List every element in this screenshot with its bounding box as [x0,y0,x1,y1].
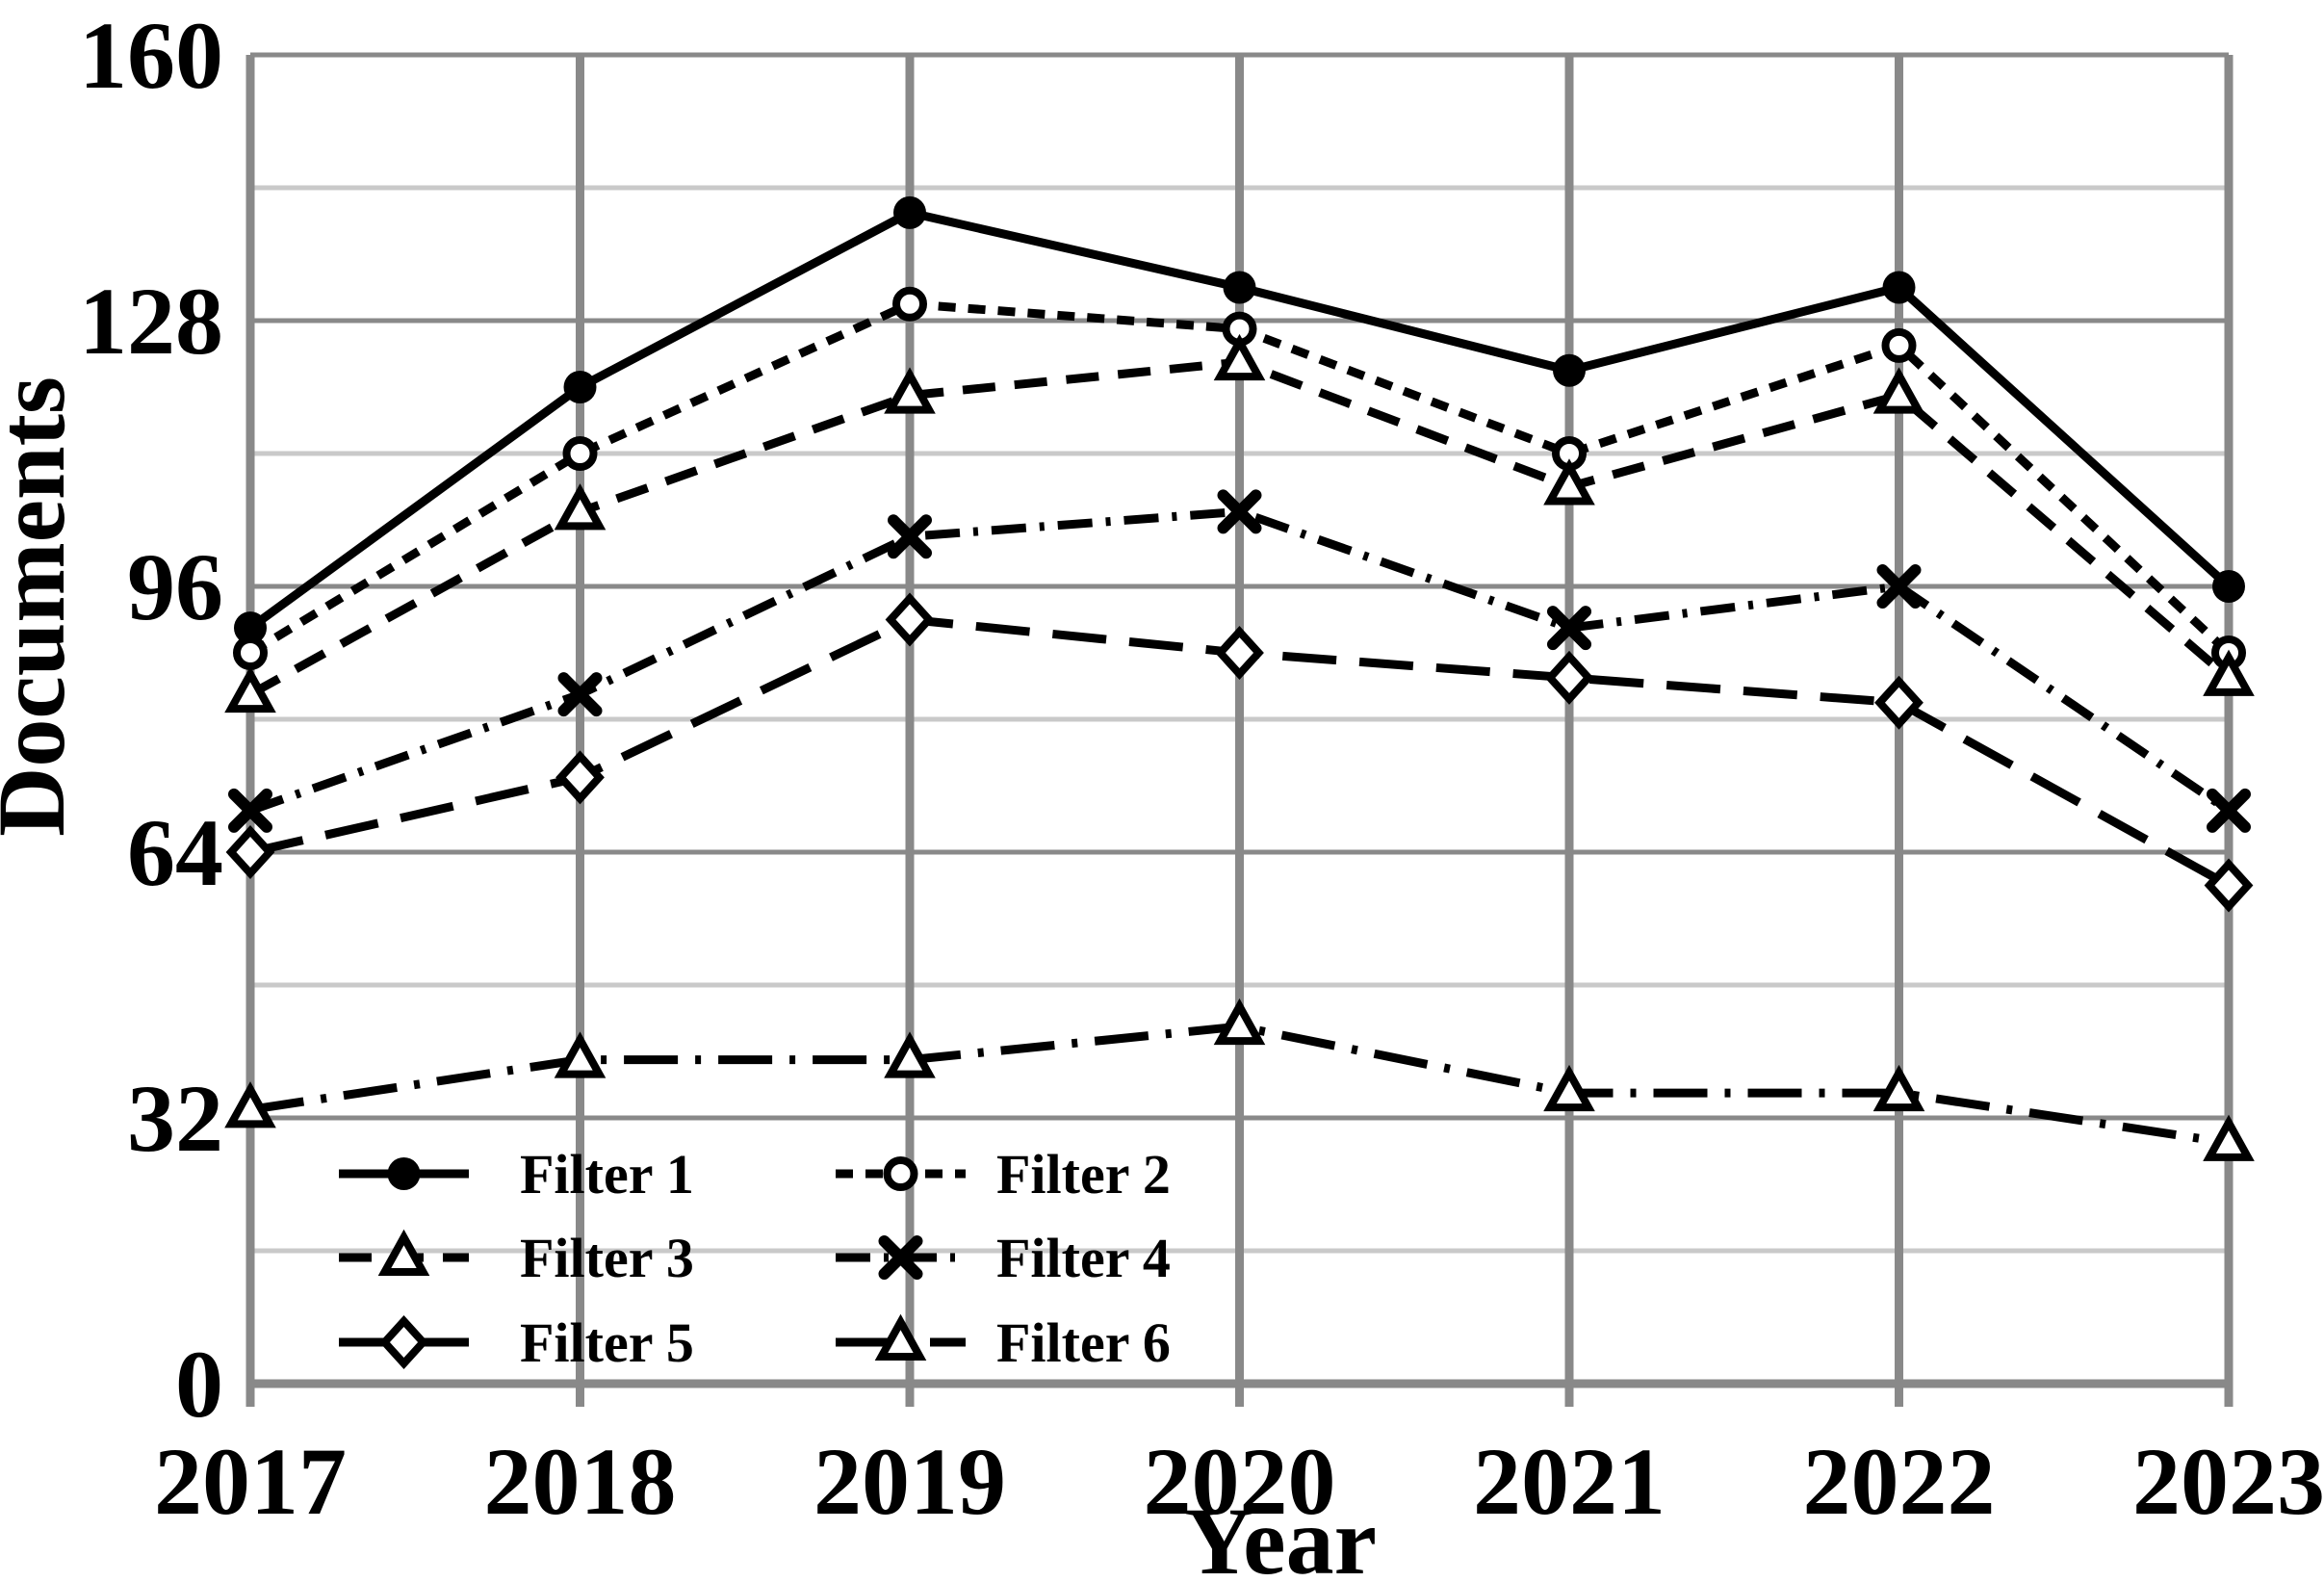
data-point-filter-4-2022 [1876,564,1922,609]
data-point-filter-4-2023 [2207,788,2251,833]
x-tick-label-2017: 2017 [154,1428,347,1535]
data-point-filter-2-2018 [562,436,598,471]
y-tick-label-32: 32 [127,1065,223,1172]
x-axis-title: Year [1184,1488,1377,1582]
series-filter-4 [228,489,2251,833]
data-point-filter-3-2022 [1872,367,1925,414]
legend-marker-1 [387,1157,421,1190]
data-point-filter-1-2018 [563,371,597,403]
data-point-filter-6-2018 [554,1031,607,1078]
series-filter-6 [224,998,2255,1161]
y-tick-label-128: 128 [79,268,223,375]
series-filter-3 [224,333,2255,713]
data-point-filter-1-2019 [893,195,926,229]
data-point-filter-4-2019 [888,514,932,559]
y-tick-label-96: 96 [127,533,223,640]
x-tick-label-2018: 2018 [484,1428,677,1535]
data-point-filter-5-2020 [1215,626,1264,680]
data-point-filter-5-2019 [885,592,935,647]
data-point-filter-6-2019 [884,1031,936,1078]
legend-entry-filter-5: Filter 5 [339,1311,694,1374]
data-point-filter-6-2017 [224,1081,276,1128]
legend-label: Filter 5 [520,1311,694,1374]
legend-marker-4 [878,1235,923,1280]
data-point-filter-3-2018 [554,483,607,531]
legend-marker-6 [874,1313,927,1361]
y-axis-title: Documents [0,376,85,837]
data-point-filter-1-2020 [1223,271,1256,304]
grid-layer [245,52,2234,1407]
data-point-filter-4-2017 [228,788,272,833]
data-point-filter-3-2021 [1543,458,1595,506]
series-filter-1 [234,195,2245,645]
data-point-filter-6-2021 [1543,1064,1595,1112]
data-point-filter-5-2018 [555,750,605,805]
legend-entry-filter-3: Filter 3 [339,1227,694,1289]
data-point-filter-3-2023 [2203,649,2255,696]
data-point-filter-2-2017 [233,635,268,670]
legend-entry-filter-4: Filter 4 [836,1227,1171,1289]
x-tick-label-2019: 2019 [813,1428,1006,1535]
x-tick-label-2021: 2021 [1473,1428,1666,1535]
x-tick-label-2020: 2020 [1144,1428,1336,1535]
data-point-filter-5-2023 [2204,858,2254,913]
legend-label: Filter 6 [996,1311,1171,1374]
data-point-filter-2-2019 [892,286,927,322]
legend-entry-filter-1: Filter 1 [339,1143,694,1206]
data-point-filter-6-2020 [1213,998,1266,1046]
data-point-filter-4-2018 [557,672,603,717]
data-point-filter-3-2020 [1213,333,1266,381]
legend-label: Filter 3 [520,1227,694,1289]
x-tick-label-2023: 2023 [2132,1428,2324,1535]
data-point-filter-6-2022 [1872,1064,1925,1112]
x-tick-label-2022: 2022 [1803,1428,1996,1535]
y-tick-label-64: 64 [127,799,223,906]
legend-entry-filter-2: Filter 2 [836,1143,1171,1206]
series-filter-2 [233,286,2246,670]
series-layer [224,195,2255,1161]
legend-marker-2 [883,1156,918,1191]
data-point-filter-3-2019 [884,367,936,414]
data-point-filter-1-2023 [2212,570,2245,603]
data-point-filter-2-2022 [1881,327,1917,363]
data-point-filter-1-2017 [234,611,267,645]
y-tick-label-160: 160 [79,2,223,109]
series-filter-5 [225,592,2254,913]
data-point-filter-1-2021 [1553,353,1586,387]
data-point-filter-1-2022 [1882,271,1916,304]
legend-label: Filter 2 [996,1143,1171,1206]
legend-entry-filter-6: Filter 6 [836,1311,1171,1374]
legend: Filter 1 Filter 2 Filter 3 Filter 4 Filter 5… [339,1143,1171,1374]
data-point-filter-5-2017 [225,825,275,879]
legend-label: Filter 4 [996,1227,1171,1289]
legend-marker-5 [379,1315,428,1369]
data-point-filter-5-2022 [1874,675,1924,730]
legend-marker-3 [377,1229,430,1276]
data-point-filter-6-2023 [2203,1114,2255,1161]
y-tick-label-0: 0 [175,1331,223,1438]
legend-label: Filter 1 [520,1143,694,1206]
data-point-filter-4-2020 [1217,489,1262,534]
data-point-filter-5-2021 [1544,650,1594,705]
data-point-filter-4-2021 [1547,606,1591,651]
data-point-filter-3-2017 [224,665,276,713]
